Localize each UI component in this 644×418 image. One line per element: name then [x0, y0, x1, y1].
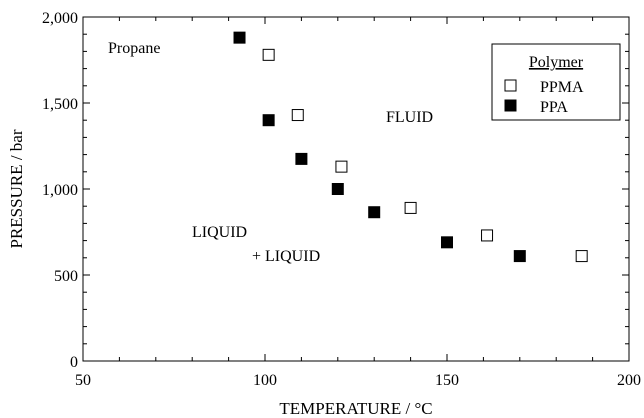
annotation-fluid: FLUID — [386, 109, 433, 126]
annotation-propane: Propane — [108, 40, 160, 57]
legend-label-ppma: PPMA — [540, 79, 584, 96]
x-tick-label: 50 — [75, 372, 91, 389]
data-point-ppma — [335, 160, 348, 173]
data-point-ppma — [262, 48, 275, 61]
data-point-ppa — [295, 152, 308, 165]
data-point-ppa — [441, 236, 453, 249]
legend-label-ppa: PPA — [540, 99, 568, 116]
data-point-ppa — [368, 206, 381, 219]
y-tick-label: 500 — [54, 268, 78, 285]
legend-title: Polymer — [529, 54, 584, 71]
data-point-ppma — [481, 229, 494, 242]
data-point-ppma — [404, 201, 417, 214]
data-point-ppma — [575, 250, 588, 263]
legend: Polymer PPMA PPA — [491, 43, 621, 121]
legend-marker-ppma — [504, 79, 517, 92]
data-point-ppa — [233, 31, 246, 44]
x-axis-title: TEMPERATURE / °C — [279, 399, 432, 418]
annotation-liquid-2: + LIQUID — [252, 248, 320, 265]
data-point-ppma — [291, 109, 304, 122]
y-tick-label: 0 — [70, 354, 78, 371]
annotation-liquid: LIQUID — [192, 224, 247, 241]
y-tick-label: 1,500 — [42, 96, 78, 113]
data-point-ppa — [513, 250, 526, 263]
y-axis-title: PRESSURE / bar — [7, 129, 26, 248]
legend-marker-ppa — [504, 99, 517, 112]
axis-tick-labels: 50 100 150 200 0 500 1,000 1,500 2,000 — [42, 10, 641, 389]
y-tick-label: 1,000 — [42, 182, 78, 199]
data-point-ppa — [331, 183, 344, 195]
data-point-ppa — [262, 114, 275, 127]
x-tick-label: 100 — [253, 372, 277, 389]
data-points — [233, 31, 588, 263]
x-tick-label: 200 — [617, 372, 641, 389]
y-tick-label: 2,000 — [42, 10, 78, 27]
x-tick-label: 150 — [435, 372, 459, 389]
axis-ticks — [82, 16, 630, 362]
